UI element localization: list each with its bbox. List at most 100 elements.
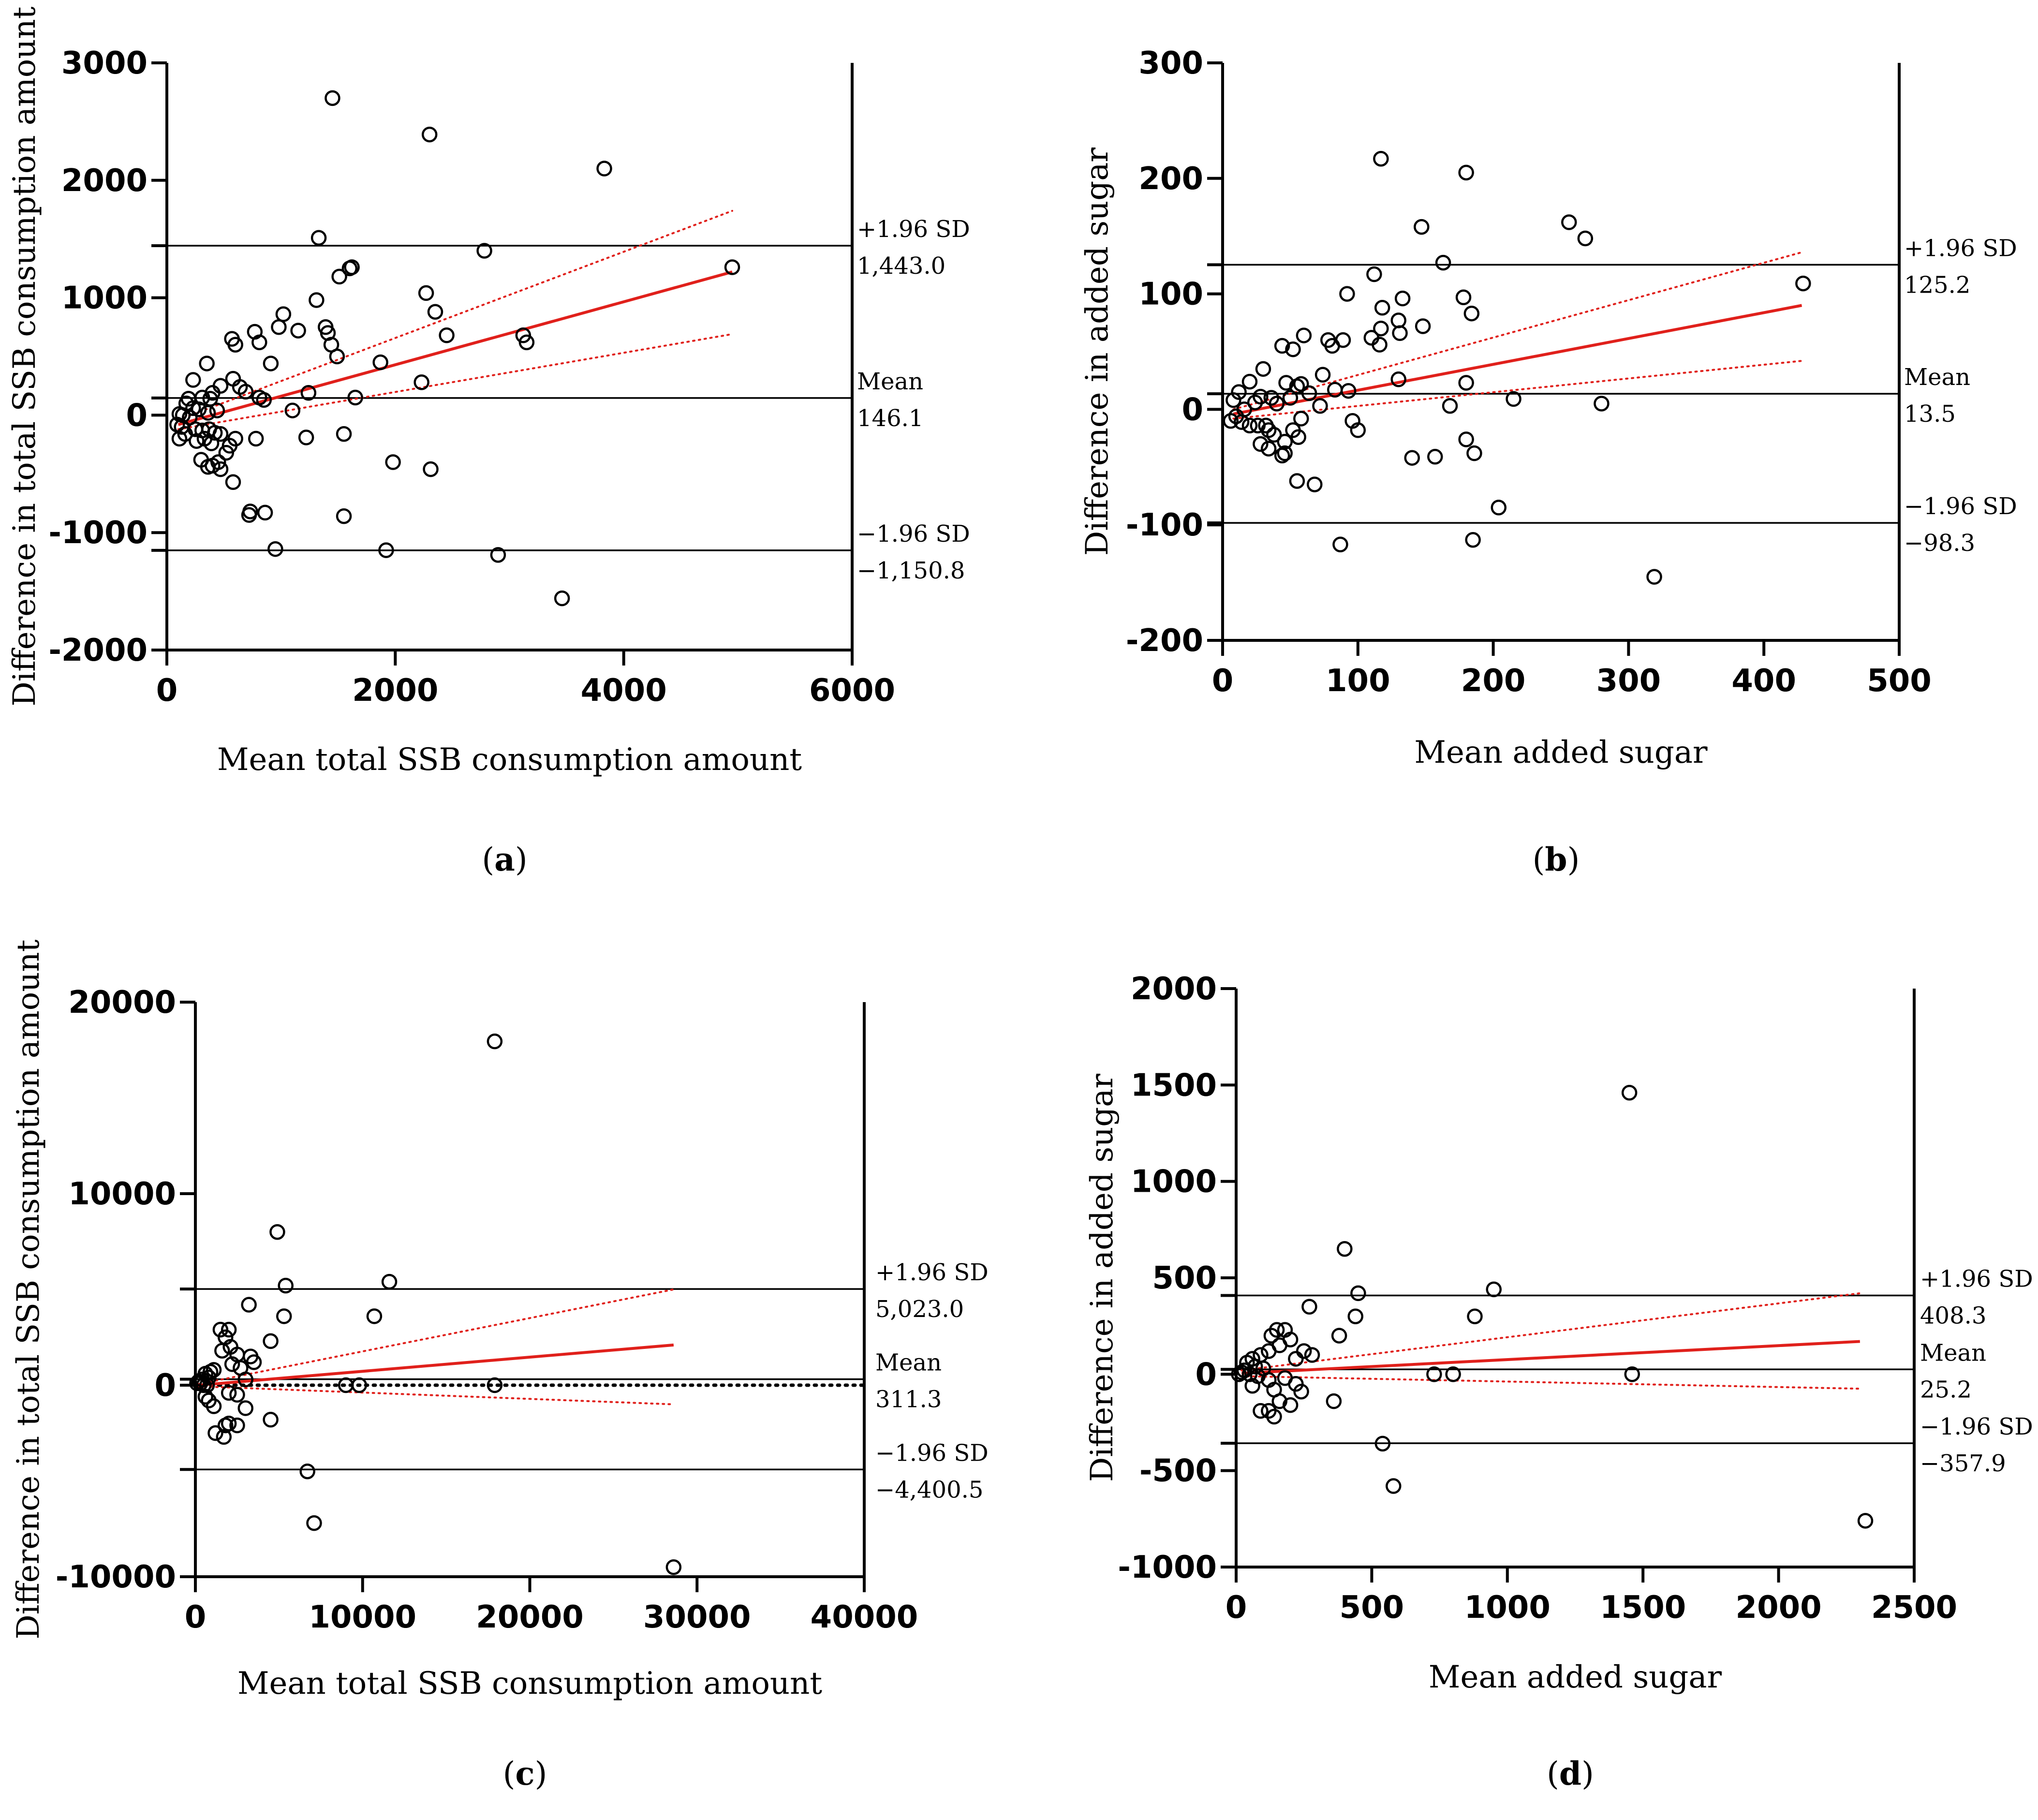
data-point xyxy=(269,1224,285,1240)
caption-letter: c xyxy=(515,1755,534,1792)
data-point xyxy=(1241,417,1258,434)
data-point xyxy=(1577,230,1594,247)
data-point xyxy=(257,504,273,521)
data-point xyxy=(1458,164,1474,181)
upper-limit-value: 1,443.0 xyxy=(857,252,945,280)
data-point xyxy=(1463,305,1480,322)
ci-upper-line xyxy=(1241,1292,1861,1372)
x-tick-label: 2500 xyxy=(1871,1590,1957,1626)
x-tick-label: 20000 xyxy=(476,1599,584,1635)
data-point xyxy=(1350,422,1366,438)
data-point xyxy=(1241,1366,1258,1382)
caption-close: ) xyxy=(1581,1755,1594,1792)
data-point xyxy=(185,400,201,416)
lower-limit-name: −1.96 SD xyxy=(857,520,970,547)
data-point xyxy=(290,323,306,339)
upper-limit-value: 5,023.0 xyxy=(875,1296,964,1323)
data-point xyxy=(1244,1378,1260,1394)
data-point xyxy=(1301,1299,1317,1315)
x-axis-label: Mean total SSB consumption amount xyxy=(237,1666,822,1702)
data-point xyxy=(237,384,254,400)
data-point xyxy=(1282,1397,1299,1413)
x-tick-label: 0 xyxy=(156,673,178,709)
data-point xyxy=(241,507,257,523)
panel-caption: (d) xyxy=(1547,1755,1594,1792)
mean-limit-value: 146.1 xyxy=(857,405,923,432)
y-axis-label: Difference in added sugar xyxy=(1084,1074,1120,1482)
data-point xyxy=(1253,436,1269,452)
data-point xyxy=(1331,1328,1347,1344)
data-point xyxy=(351,1377,368,1393)
x-tick-label: 30000 xyxy=(643,1599,751,1635)
data-point xyxy=(1458,431,1474,447)
data-point xyxy=(1274,338,1290,354)
data-point xyxy=(423,461,439,477)
x-tick-label: 2000 xyxy=(352,673,438,709)
data-point xyxy=(1373,320,1389,337)
data-point xyxy=(1373,150,1389,167)
y-tick-label: 0 xyxy=(154,1368,176,1404)
x-tick-label: 300 xyxy=(1596,663,1661,699)
y-axis-label: Difference in total SSB consumption amou… xyxy=(7,6,43,706)
data-point xyxy=(1366,266,1382,282)
y-tick-label: -200 xyxy=(1126,623,1203,659)
data-point xyxy=(206,1398,222,1414)
data-point xyxy=(1277,445,1293,461)
data-point xyxy=(1506,391,1521,407)
data-point xyxy=(372,354,388,370)
data-point xyxy=(1266,427,1282,443)
data-point xyxy=(1293,376,1309,392)
data-point xyxy=(263,355,279,371)
data-point xyxy=(1455,289,1472,306)
data-point xyxy=(1260,441,1277,457)
x-tick-label: 40000 xyxy=(811,1599,918,1635)
y-tick-label: 0 xyxy=(126,398,148,433)
data-point xyxy=(189,433,205,449)
lower-limit-value: −98.3 xyxy=(1904,530,1975,557)
data-point xyxy=(325,90,340,106)
data-point xyxy=(246,1354,262,1370)
regression-line xyxy=(1233,304,1802,415)
data-point xyxy=(310,230,327,246)
data-point xyxy=(1465,532,1481,548)
data-point xyxy=(418,285,434,301)
data-point xyxy=(284,402,301,418)
data-point xyxy=(1347,1308,1364,1324)
caption-close: ) xyxy=(535,1755,547,1792)
caption-open: ( xyxy=(1547,1755,1559,1792)
data-point xyxy=(1335,332,1351,348)
data-point xyxy=(1253,1403,1269,1419)
data-point xyxy=(1426,1366,1442,1382)
caption-letter: a xyxy=(494,841,515,878)
x-axis-label: Mean total SSB consumption amount xyxy=(217,742,802,778)
data-point xyxy=(1285,341,1301,357)
data-point xyxy=(1340,383,1357,399)
data-point xyxy=(267,541,283,557)
data-point xyxy=(256,392,272,408)
y-tick-label: 200 xyxy=(1138,161,1203,197)
data-point xyxy=(212,461,229,477)
data-point xyxy=(665,1559,682,1575)
data-point xyxy=(309,292,325,308)
data-point xyxy=(487,1033,503,1050)
data-point xyxy=(1415,318,1431,334)
data-point xyxy=(331,268,347,285)
data-point xyxy=(366,1308,383,1324)
data-point xyxy=(347,389,363,406)
mean-limit-name: Mean xyxy=(875,1349,942,1376)
data-point xyxy=(237,1371,253,1388)
data-point xyxy=(1282,390,1299,406)
mean-limit-name: Mean xyxy=(1904,364,1970,391)
lower-limit-value: −1,150.8 xyxy=(857,557,965,584)
y-tick-label: 2000 xyxy=(61,163,148,199)
data-point xyxy=(227,337,243,353)
ci-upper-line xyxy=(177,209,734,421)
data-point xyxy=(225,474,241,490)
data-point xyxy=(1326,1393,1342,1409)
y-tick-label: 20000 xyxy=(68,985,176,1021)
ci-lower-line xyxy=(1232,360,1803,420)
data-point xyxy=(1233,1364,1250,1380)
data-point xyxy=(214,1343,230,1359)
data-point xyxy=(212,426,229,442)
